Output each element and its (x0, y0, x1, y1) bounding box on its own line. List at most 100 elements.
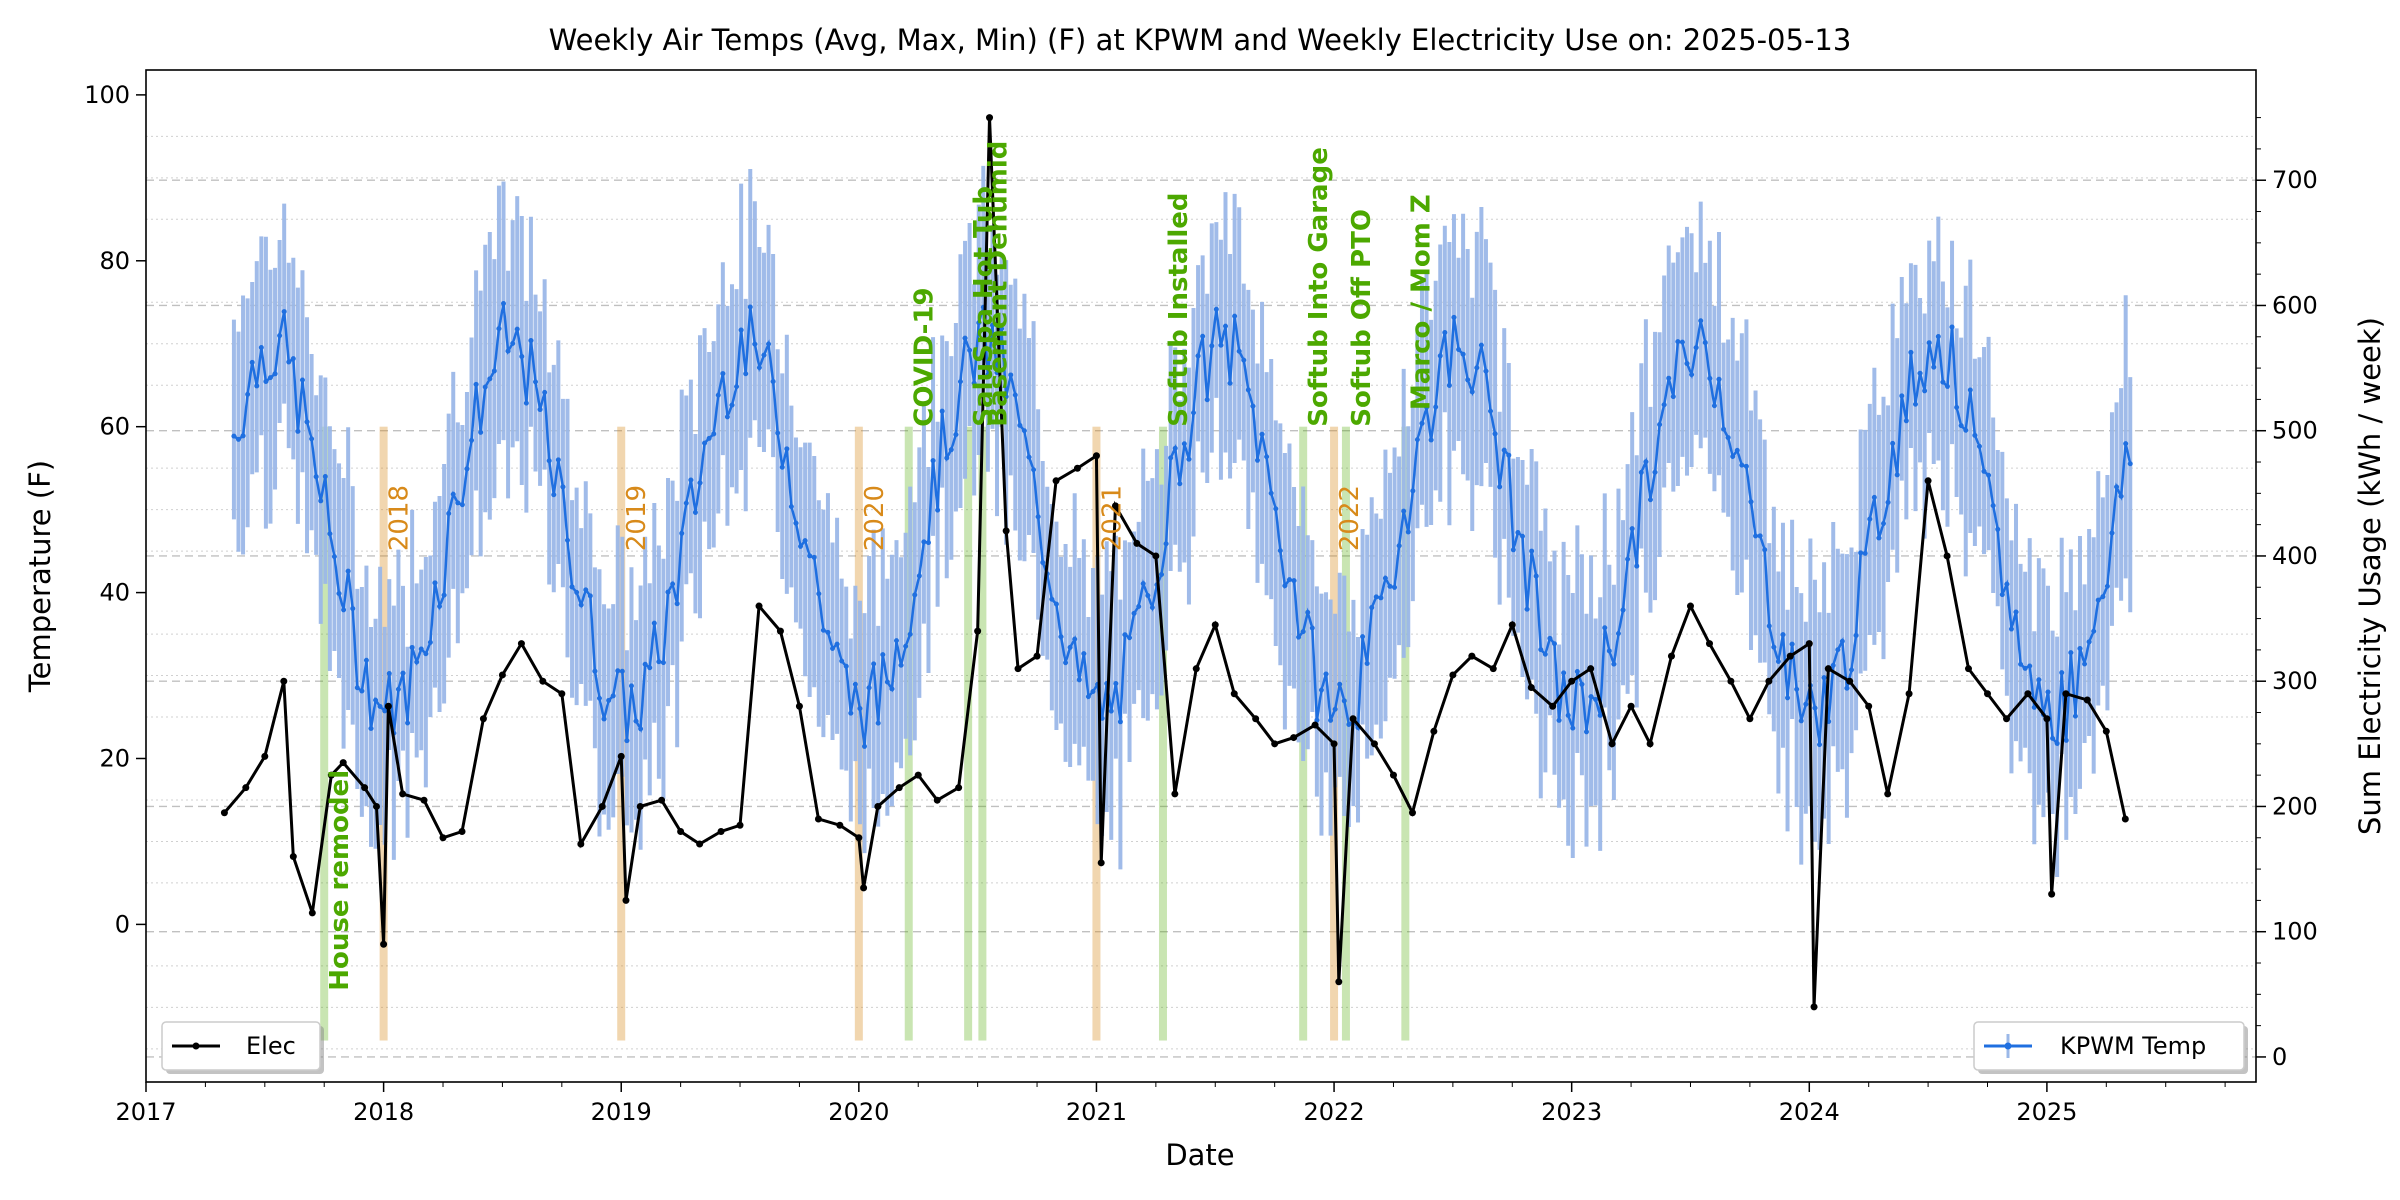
x-tick-label: 2023 (1541, 1098, 1602, 1126)
year-label-2018: 2018 (385, 485, 415, 551)
temp-point (834, 641, 840, 647)
year-label-2019: 2019 (622, 485, 652, 551)
temp-point (734, 384, 740, 390)
elec-point (1330, 740, 1338, 748)
temp-point (1780, 632, 1786, 638)
temp-point (1072, 636, 1078, 642)
temperature-series (231, 301, 2133, 749)
temp-point (633, 718, 639, 724)
temp-point (1821, 675, 1827, 681)
y-axis-left-title: Temperature (F) (23, 460, 57, 693)
temp-point (1277, 548, 1283, 554)
year-label-2021: 2021 (1097, 485, 1127, 551)
elec-point (1746, 715, 1754, 723)
event-band-3 (978, 426, 987, 1041)
temp-point (898, 662, 904, 668)
temp-point (930, 458, 936, 464)
temp-point (1136, 604, 1142, 610)
temp-point (1981, 468, 1987, 474)
temp-point (1963, 427, 1969, 433)
temp-point (1835, 647, 1841, 653)
elec-point (1133, 539, 1141, 547)
x-tick-label: 2025 (2016, 1098, 2077, 1126)
temp-point (816, 591, 822, 597)
temp-point (1547, 635, 1553, 641)
temp-point (1437, 353, 1443, 359)
temp-point (560, 484, 566, 490)
temp-point (418, 646, 424, 652)
temp-point (272, 371, 278, 377)
event-label-2: SaluSpa Hot Tub (969, 186, 999, 427)
temp-point (784, 446, 790, 452)
temp-point (1200, 333, 1206, 339)
temp-point (1954, 404, 1960, 410)
temp-point (254, 383, 260, 389)
elec-point (1211, 621, 1219, 629)
temp-point (925, 540, 931, 546)
temp-point (871, 661, 877, 667)
elec-point (933, 796, 941, 804)
x-tick-label: 2017 (115, 1098, 176, 1126)
temp-point (1725, 435, 1731, 441)
temp-point (1894, 472, 1900, 478)
temp-point (1625, 556, 1631, 562)
x-tick-label: 2018 (353, 1098, 414, 1126)
temp-point (587, 593, 593, 599)
event-label-4: Softub Installed (1164, 192, 1194, 426)
temp-point (1510, 547, 1516, 553)
temp-point (615, 668, 621, 674)
temp-point (1117, 719, 1123, 725)
temp-point (770, 378, 776, 384)
temp-point (1670, 394, 1676, 400)
temp-point (743, 371, 749, 377)
x-tick-label: 2019 (591, 1098, 652, 1126)
temp-point (651, 620, 657, 626)
temp-point (1551, 641, 1557, 647)
elec-point (914, 771, 922, 779)
elec-point (2003, 715, 2011, 723)
temp-point (574, 589, 580, 595)
temp-point (1346, 722, 1352, 728)
temp-point (1081, 651, 1087, 657)
temp-point (1323, 671, 1329, 677)
temp-point (948, 447, 954, 453)
elec-point (339, 759, 347, 767)
temp-point (1657, 422, 1663, 428)
temp-point (1227, 380, 1233, 386)
temp-point (1561, 670, 1567, 676)
temp-point (514, 326, 520, 332)
y-right-tick-label: 300 (2272, 667, 2318, 695)
temp-point (1785, 695, 1791, 701)
temp-point (1474, 365, 1480, 371)
temp-point (1309, 625, 1315, 631)
legend-temp-label: KPWM Temp (2060, 1032, 2206, 1060)
temp-point (1506, 452, 1512, 458)
temp-point (304, 419, 310, 425)
y-right-tick-label: 700 (2272, 166, 2318, 194)
temp-point (354, 685, 360, 691)
elec-point (1810, 1003, 1818, 1011)
elec-point (439, 834, 447, 842)
temp-point (1382, 575, 1388, 581)
elec-point (1152, 552, 1160, 560)
temp-point (322, 473, 328, 479)
elec-point (1192, 665, 1200, 673)
temp-point (647, 665, 653, 671)
temp-point (551, 492, 557, 498)
temp-point (546, 458, 552, 464)
y-left-tick-label: 20 (99, 744, 130, 772)
temp-point (1259, 431, 1265, 437)
temp-point (350, 606, 356, 612)
temp-point (1442, 330, 1448, 336)
event-band-2 (964, 426, 973, 1041)
y-right-tick-label: 0 (2272, 1043, 2287, 1071)
elec-point (289, 853, 297, 861)
temp-point (2018, 661, 2024, 667)
elec-point (1230, 690, 1238, 698)
elec-point (479, 715, 487, 723)
temp-point (724, 414, 730, 420)
temp-point (368, 725, 374, 731)
temp-point (1172, 445, 1178, 451)
y-right-tick-label: 500 (2272, 417, 2318, 445)
